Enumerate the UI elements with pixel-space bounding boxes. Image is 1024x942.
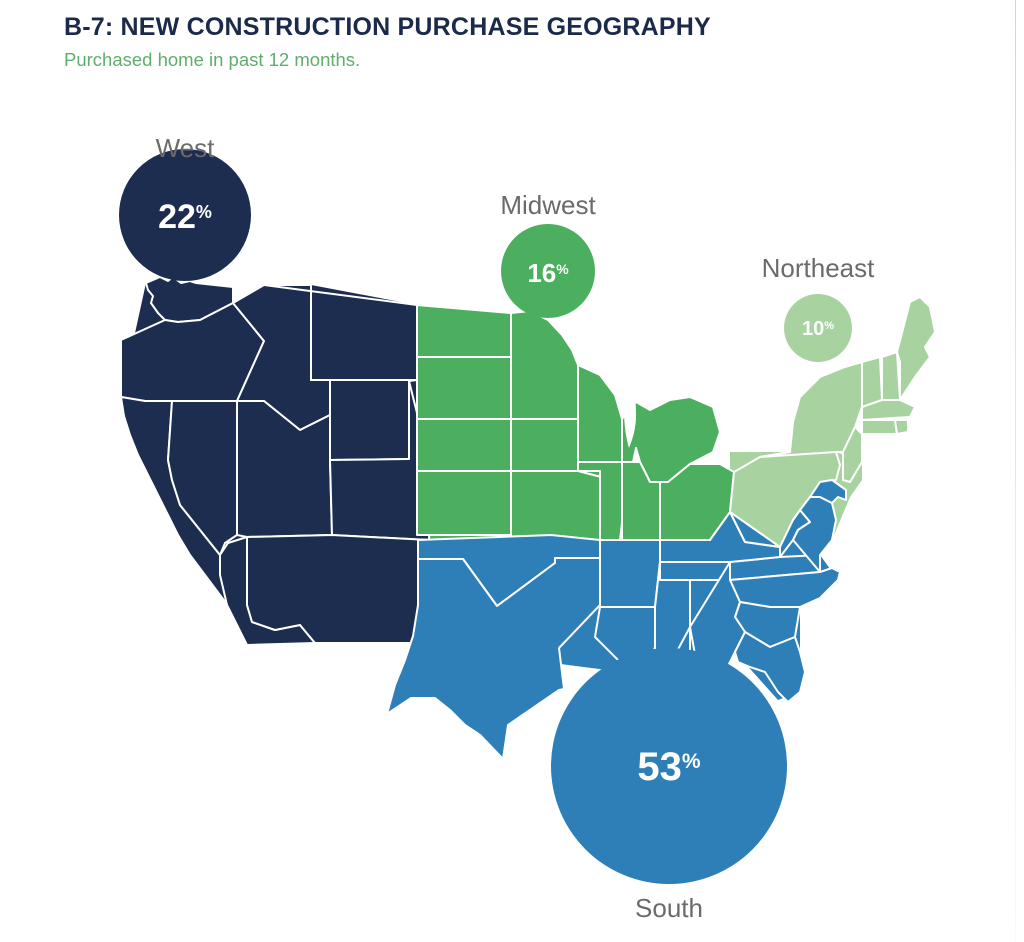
svg-text:Midwest: Midwest bbox=[500, 190, 596, 220]
svg-text:Northeast: Northeast bbox=[762, 253, 875, 283]
svg-text:South: South bbox=[635, 893, 703, 923]
svg-text:West: West bbox=[156, 133, 216, 163]
